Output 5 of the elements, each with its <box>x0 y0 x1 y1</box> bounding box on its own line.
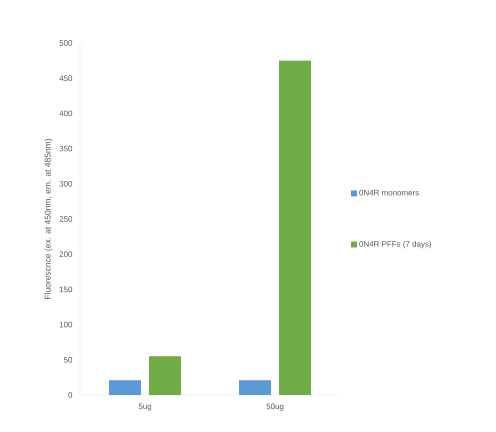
bar <box>109 380 141 395</box>
bar <box>149 356 182 395</box>
y-axis-title: Fluorescnce (ex. at 450nm, em. at 485nm) <box>44 138 52 299</box>
bar <box>239 380 272 395</box>
bar <box>279 60 312 395</box>
